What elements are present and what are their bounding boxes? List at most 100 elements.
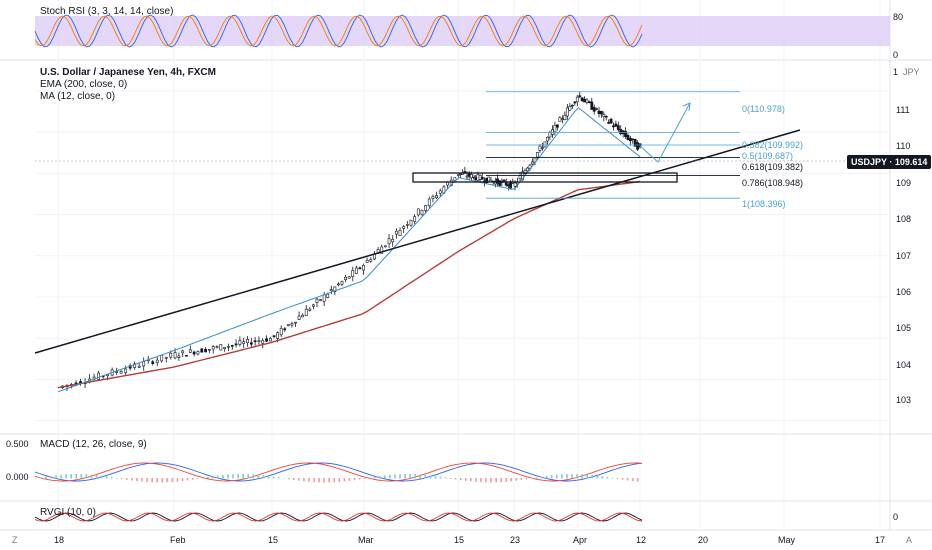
fib-label-0: 0(110.978) (742, 104, 785, 114)
macd-histogram-bar (191, 478, 194, 480)
candle-body (602, 114, 606, 117)
candle-body (169, 352, 173, 358)
candle-body (311, 304, 315, 307)
candle-body (369, 259, 373, 262)
macd-histogram-bar (237, 474, 239, 479)
stoch-d-line (34, 15, 643, 47)
candle-body (347, 276, 351, 279)
macd-histogram-bar (217, 475, 219, 479)
candle-body (595, 108, 599, 110)
candle-body (476, 174, 480, 181)
candle-body (215, 346, 219, 348)
candle-body (238, 340, 242, 345)
candle-body (405, 224, 409, 226)
macd-histogram-bar (282, 477, 285, 479)
price-tick: 108 (896, 214, 912, 224)
candle-body (200, 348, 204, 353)
candle-body (337, 283, 340, 286)
candle-body (185, 354, 188, 357)
time-tick: 23 (510, 535, 521, 545)
macd-histogram-bar (566, 474, 568, 479)
macd-histogram-bar (404, 474, 406, 479)
candle-body (612, 125, 615, 128)
macd-histogram-bar (358, 478, 361, 480)
ema-200-line (57, 180, 641, 389)
macd-label[interactable]: MACD (12, 26, close, 9) (40, 439, 147, 450)
auto-scale-button[interactable]: A (906, 535, 913, 545)
candle-body (322, 294, 326, 302)
price-tick: 109 (896, 178, 912, 188)
candle-body (188, 349, 192, 353)
macd-histogram-bar (470, 478, 472, 482)
candle-body (340, 280, 344, 285)
macd-histogram-bar (429, 475, 432, 479)
candle-body (575, 96, 579, 103)
macd-histogram-bar (272, 476, 275, 479)
macd-histogram-bar (55, 475, 57, 479)
price-tick: 103 (896, 395, 912, 405)
stoch-rsi-label[interactable]: Stoch RSI (3, 3, 14, 14, close) (40, 6, 174, 17)
macd-histogram-bar (323, 478, 325, 483)
candle-body (301, 314, 305, 318)
candle-body (521, 171, 524, 181)
rvgi-label[interactable]: RVGI (10, 0) (40, 507, 96, 518)
macd-histogram-bar (196, 478, 199, 480)
macd-histogram-bar (257, 474, 260, 479)
candle-body (272, 335, 276, 337)
time-tick: 15 (454, 535, 465, 545)
macd-histogram-bar (151, 478, 153, 483)
candle-body (384, 245, 387, 248)
macd-histogram-bar (581, 474, 583, 479)
candle-body (570, 104, 574, 107)
projection-arrow (639, 102, 691, 163)
macd-histogram-bar (389, 474, 391, 479)
candle-body (387, 238, 391, 245)
macd-histogram-bar (136, 478, 138, 482)
candle-body (227, 345, 230, 348)
price-tick: 105 (896, 323, 912, 333)
candle-body (600, 111, 603, 115)
candle-body (137, 365, 141, 368)
candle-body (133, 363, 137, 368)
candle-body (151, 361, 155, 364)
macd-histogram-bar (262, 475, 265, 479)
candle-body (230, 345, 234, 347)
candle-body (219, 344, 223, 351)
candle-body (234, 343, 238, 346)
macd-histogram-bar (40, 477, 42, 479)
candle-body (541, 147, 544, 149)
candle-body (536, 152, 539, 158)
ema-label[interactable]: EMA (200, close, 0) (40, 79, 128, 90)
macd-histogram-bar (621, 478, 624, 480)
candle-body (155, 359, 159, 363)
macd-histogram-bar (110, 476, 113, 479)
candle-body (459, 173, 462, 175)
candle-body (304, 308, 308, 317)
macd-histogram-bar (126, 478, 128, 480)
macd-histogram-bar (338, 478, 341, 482)
candle-body (456, 174, 460, 176)
macd-histogram-bar (60, 474, 62, 479)
macd-histogram-bar (292, 478, 295, 480)
macd-histogram-bar (65, 474, 67, 479)
candle-body (523, 170, 527, 175)
candle-body (223, 347, 227, 350)
last-price-tag[interactable]: USDJPY · 109.614 (847, 155, 932, 169)
macd-histogram-bar (444, 477, 447, 479)
timezone-button[interactable]: Z (12, 535, 18, 545)
rvgi-line (34, 512, 643, 522)
candle-body (636, 142, 639, 150)
last-price-value: 109.614 (894, 157, 928, 167)
ma-label[interactable]: MA (12, close, 0) (40, 91, 116, 102)
macd-histogram-bar (146, 478, 148, 483)
macd-histogram-bar (591, 475, 594, 479)
macd-histogram-bar (313, 478, 315, 483)
macd-histogram-bar (105, 476, 108, 479)
macd-histogram-bar (545, 475, 548, 479)
macd-histogram-bar (161, 478, 164, 483)
price-tick: 107 (896, 251, 912, 261)
macd-histogram-bar (120, 478, 123, 480)
macd-histogram-bar (490, 478, 492, 483)
